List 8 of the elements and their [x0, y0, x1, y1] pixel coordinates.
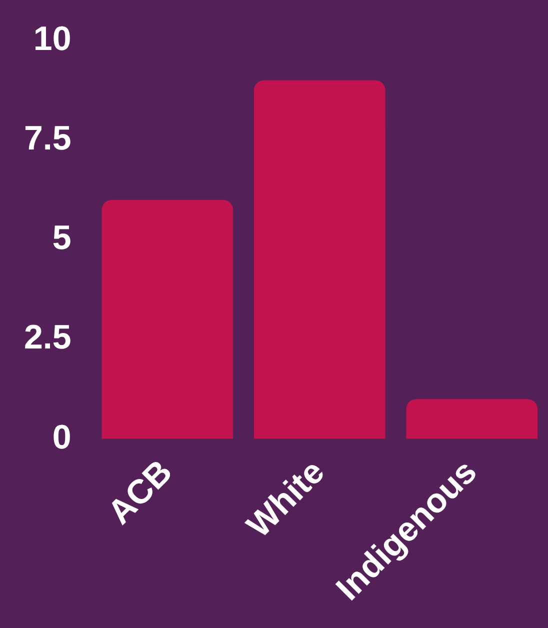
y-tick-label: 5 — [52, 219, 72, 258]
y-tick-label: 0 — [52, 418, 72, 456]
y-tick-label: 7.5 — [24, 119, 72, 158]
bar — [254, 80, 386, 439]
y-tick-label: 2.5 — [24, 318, 72, 357]
y-tick-label: 10 — [33, 20, 72, 58]
bar — [406, 399, 538, 439]
bar — [102, 200, 234, 439]
